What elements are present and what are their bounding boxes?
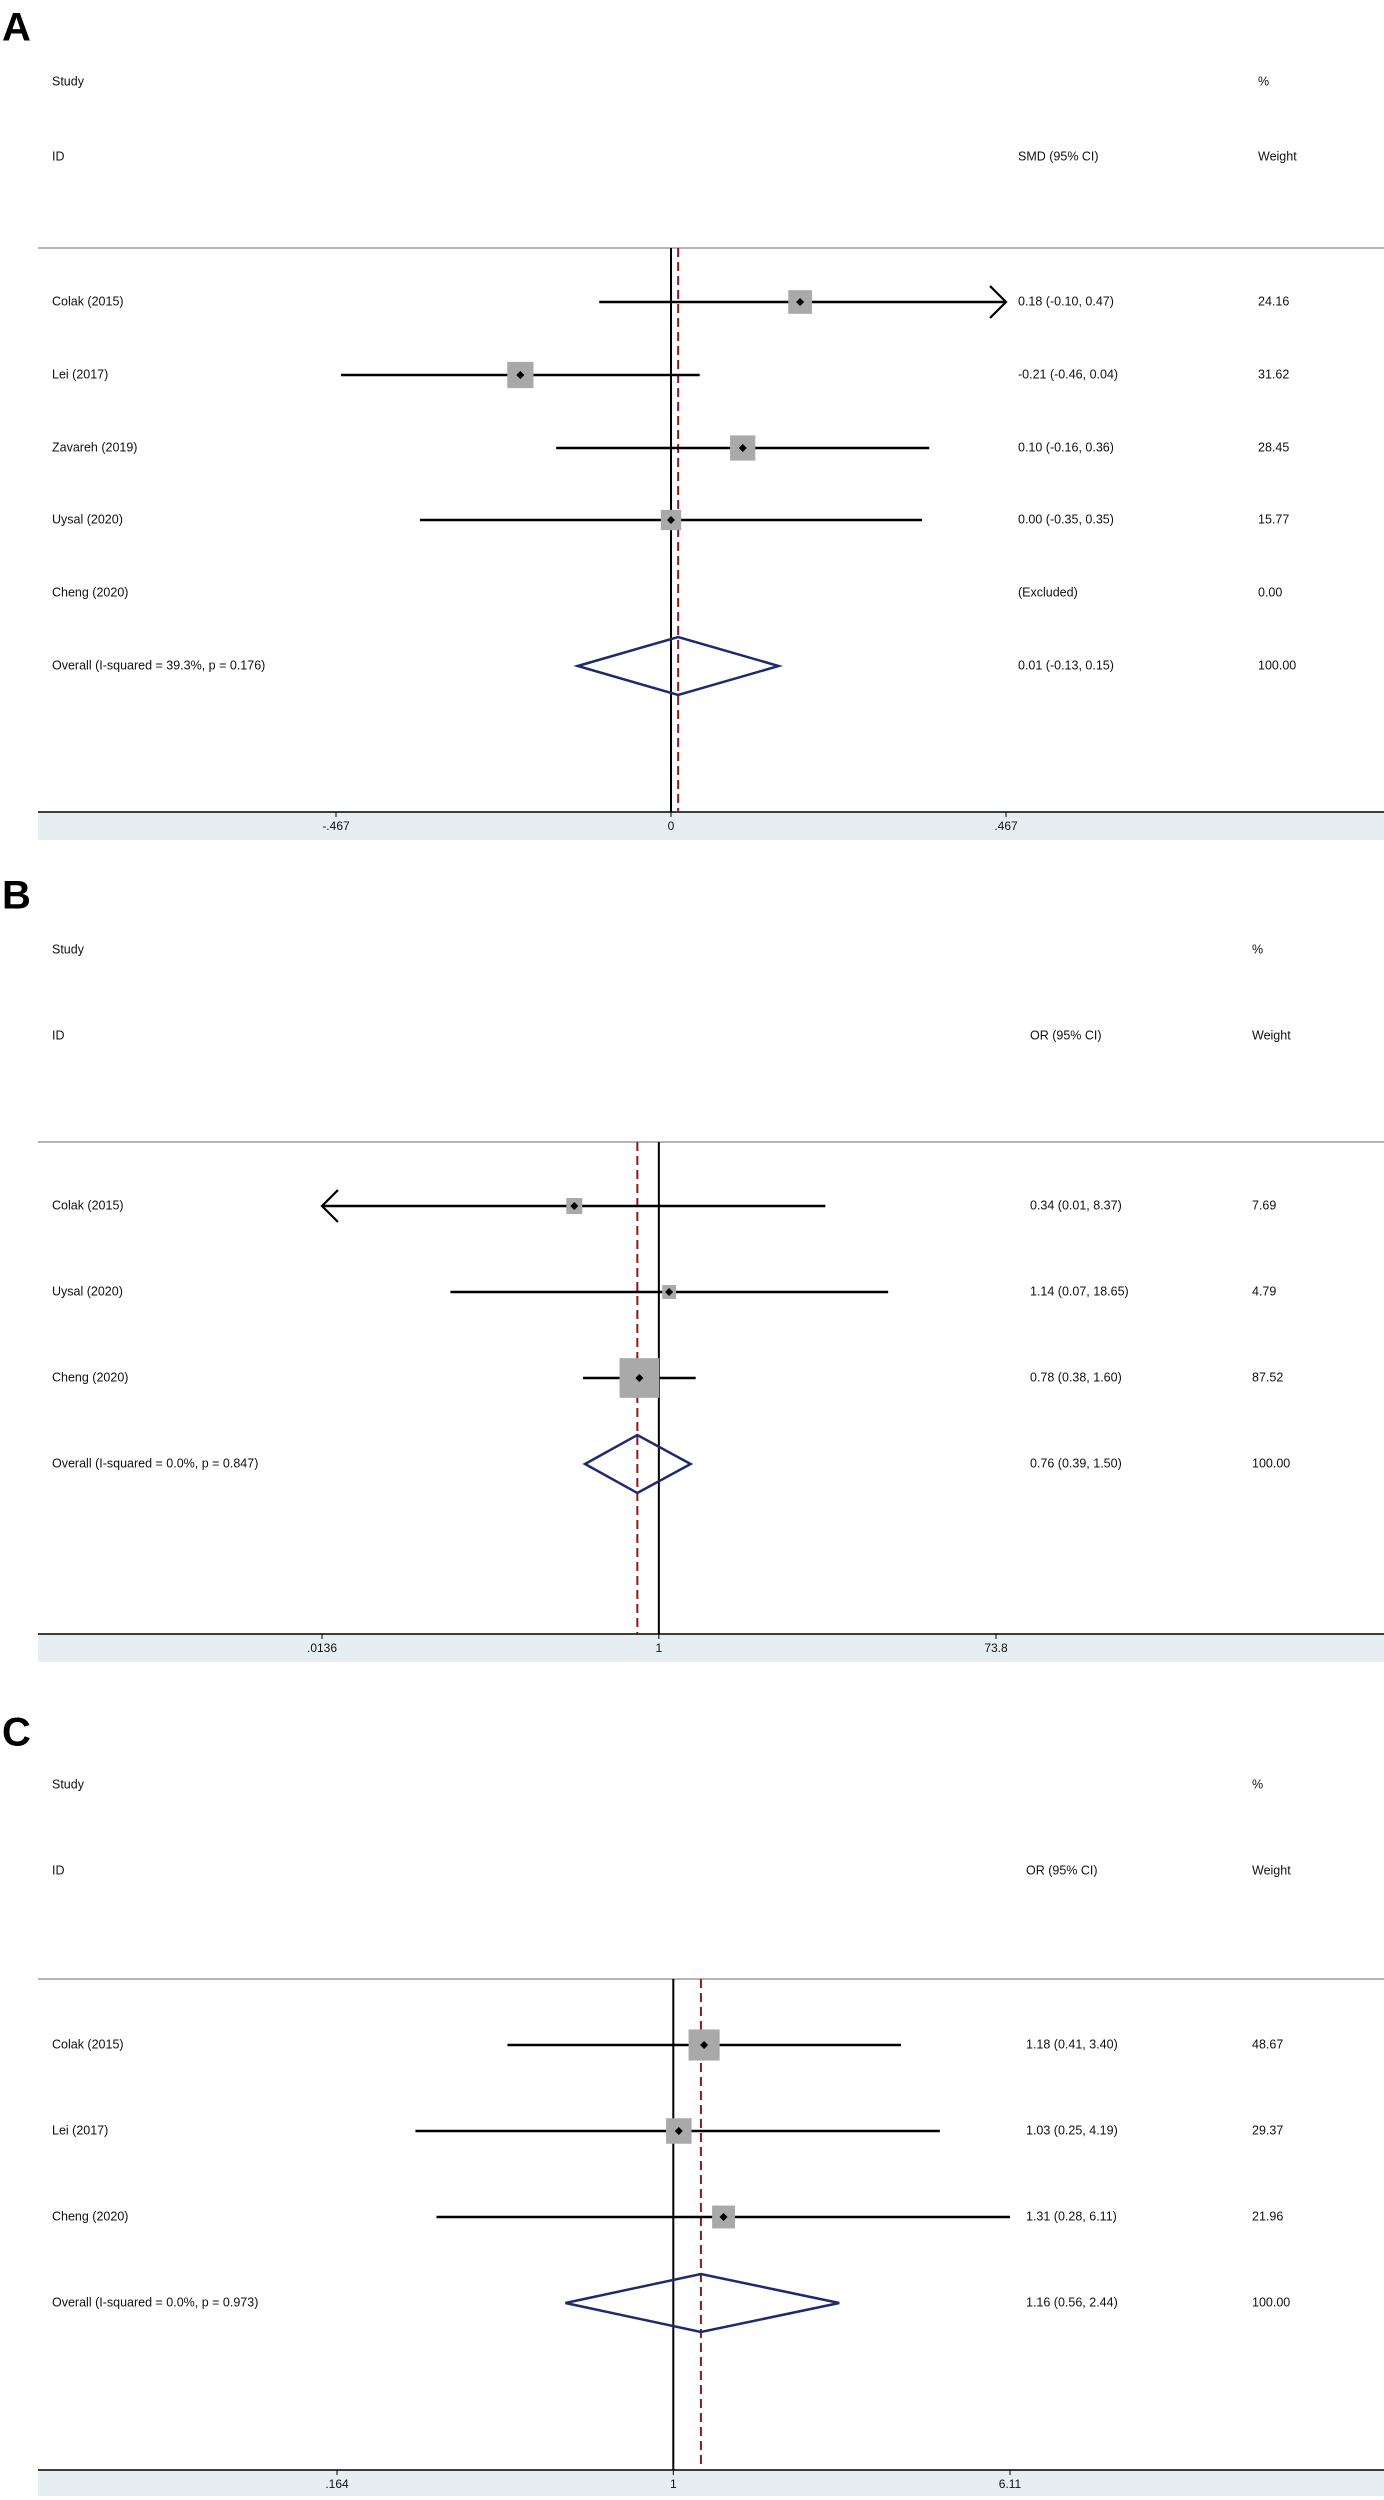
panel-label: B <box>2 874 31 918</box>
header-percent: % <box>1252 1777 1263 1791</box>
x-tick-label: .0136 <box>307 1641 337 1655</box>
study-label: Colak (2015) <box>52 1198 124 1212</box>
x-tick-label: 1 <box>656 1641 663 1655</box>
point-estimate <box>719 2213 728 2221</box>
point-estimate <box>570 1202 579 1210</box>
header-study: Study <box>52 942 85 956</box>
study-label: Cheng (2020) <box>52 1370 128 1384</box>
weight-value: 4.79 <box>1252 1284 1276 1298</box>
point-estimate <box>667 516 675 524</box>
header-measure: OR (95% CI) <box>1026 1863 1098 1877</box>
study-label: Colak (2015) <box>52 2037 124 2051</box>
point-estimate <box>674 2127 683 2135</box>
x-tick-label: 73.8 <box>984 1641 1008 1655</box>
point-estimate <box>665 1288 674 1296</box>
effect-ci-text: 0.01 (-0.13, 0.15) <box>1018 658 1114 672</box>
weight-value: 31.62 <box>1258 367 1289 381</box>
forest-plot-b: B Study ID OR (95% CI)% Weight .0136 1 73.8 Cola… <box>2 874 1384 1662</box>
overall-label: Overall (I-squared = 39.3%, p = 0.176) <box>52 658 265 672</box>
x-tick-label: .467 <box>994 819 1018 833</box>
effect-ci-text: 1.16 (0.56, 2.44) <box>1026 2295 1118 2309</box>
study-label: Cheng (2020) <box>52 2209 128 2223</box>
effect-ci-text: 1.31 (0.28, 6.11) <box>1026 2209 1117 2223</box>
header-weight: Weight <box>1252 1028 1291 1042</box>
study-label: Lei (2017) <box>52 2123 108 2137</box>
axis-band <box>38 1634 1384 1662</box>
panel-label: C <box>2 1711 31 1755</box>
study-label: Zavareh (2019) <box>52 440 137 454</box>
weight-value: 48.67 <box>1252 2037 1283 2051</box>
ci-arrow <box>989 285 1008 319</box>
header-percent: % <box>1258 74 1269 88</box>
header-weight: Weight <box>1252 1863 1291 1877</box>
header-percent: % <box>1252 942 1263 956</box>
x-tick-label: .164 <box>325 2477 349 2491</box>
axis-band <box>38 2470 1384 2496</box>
x-tick-label: 1 <box>670 2477 677 2491</box>
point-estimate <box>700 2041 709 2049</box>
overall-diamond <box>565 2272 840 2334</box>
header-study: Study <box>52 74 85 88</box>
ci-arrow <box>320 1189 339 1223</box>
study-label: Lei (2017) <box>52 367 108 381</box>
effect-ci-text: 0.34 (0.01, 8.37) <box>1030 1198 1122 1212</box>
axis-band <box>38 812 1384 840</box>
study-label: Uysal (2020) <box>52 1284 123 1298</box>
point-estimate <box>635 1374 644 1382</box>
effect-ci-text: 0.18 (-0.10, 0.47) <box>1018 294 1114 308</box>
effect-ci-text: 0.10 (-0.16, 0.36) <box>1018 440 1114 454</box>
point-estimate <box>796 298 805 306</box>
header-measure: SMD (95% CI) <box>1018 149 1099 163</box>
overall-label: Overall (I-squared = 0.0%, p = 0.973) <box>52 2295 258 2309</box>
effect-ci-text: 0.76 (0.39, 1.50) <box>1030 1456 1122 1470</box>
effect-ci-text: 0.78 (0.38, 1.60) <box>1030 1370 1122 1384</box>
weight-value: 100.00 <box>1258 658 1296 672</box>
header-weight: Weight <box>1258 149 1297 163</box>
overall-diamond <box>582 1433 694 1495</box>
effect-ci-text: 1.03 (0.25, 4.19) <box>1026 2123 1118 2137</box>
x-tick-label: 6.11 <box>999 2477 1022 2491</box>
forest-plot-c: C Study ID OR (95% CI)% Weight .164 1 6.11 Colak… <box>2 1711 1384 2496</box>
x-tick-label: 0 <box>668 819 675 833</box>
weight-value: 28.45 <box>1258 440 1289 454</box>
weight-value: 7.69 <box>1252 1198 1276 1212</box>
header-id: ID <box>52 1863 65 1877</box>
overall-diamond <box>573 635 784 697</box>
study-label: Colak (2015) <box>52 294 124 308</box>
x-tick-label: -.467 <box>322 819 350 833</box>
header-id: ID <box>52 149 65 163</box>
header-measure: OR (95% CI) <box>1030 1028 1102 1042</box>
header-study: Study <box>52 1777 85 1791</box>
weight-value: 24.16 <box>1258 294 1289 308</box>
effect-ci-text: (Excluded) <box>1018 585 1078 599</box>
study-label: Uysal (2020) <box>52 512 123 526</box>
overall-label: Overall (I-squared = 0.0%, p = 0.847) <box>52 1456 258 1470</box>
effect-ci-text: 1.18 (0.41, 3.40) <box>1026 2037 1118 2051</box>
weight-value: 29.37 <box>1252 2123 1283 2137</box>
weight-value: 0.00 <box>1258 585 1282 599</box>
weight-value: 15.77 <box>1258 512 1289 526</box>
effect-ci-text: 1.14 (0.07, 18.65) <box>1030 1284 1129 1298</box>
point-estimate <box>738 444 747 452</box>
effect-ci-text: -0.21 (-0.46, 0.04) <box>1018 367 1118 381</box>
header-id: ID <box>52 1028 65 1042</box>
weight-value: 21.96 <box>1252 2209 1283 2223</box>
point-estimate <box>516 371 525 379</box>
panel-label: A <box>2 6 31 50</box>
forest-plot-a: A Study ID SMD (95% CI)% Weight -.467 0 .467 Col… <box>2 6 1384 840</box>
weight-value: 100.00 <box>1252 1456 1290 1470</box>
effect-ci-text: 0.00 (-0.35, 0.35) <box>1018 512 1114 526</box>
weight-value: 100.00 <box>1252 2295 1290 2309</box>
weight-value: 87.52 <box>1252 1370 1283 1384</box>
study-label: Cheng (2020) <box>52 585 128 599</box>
